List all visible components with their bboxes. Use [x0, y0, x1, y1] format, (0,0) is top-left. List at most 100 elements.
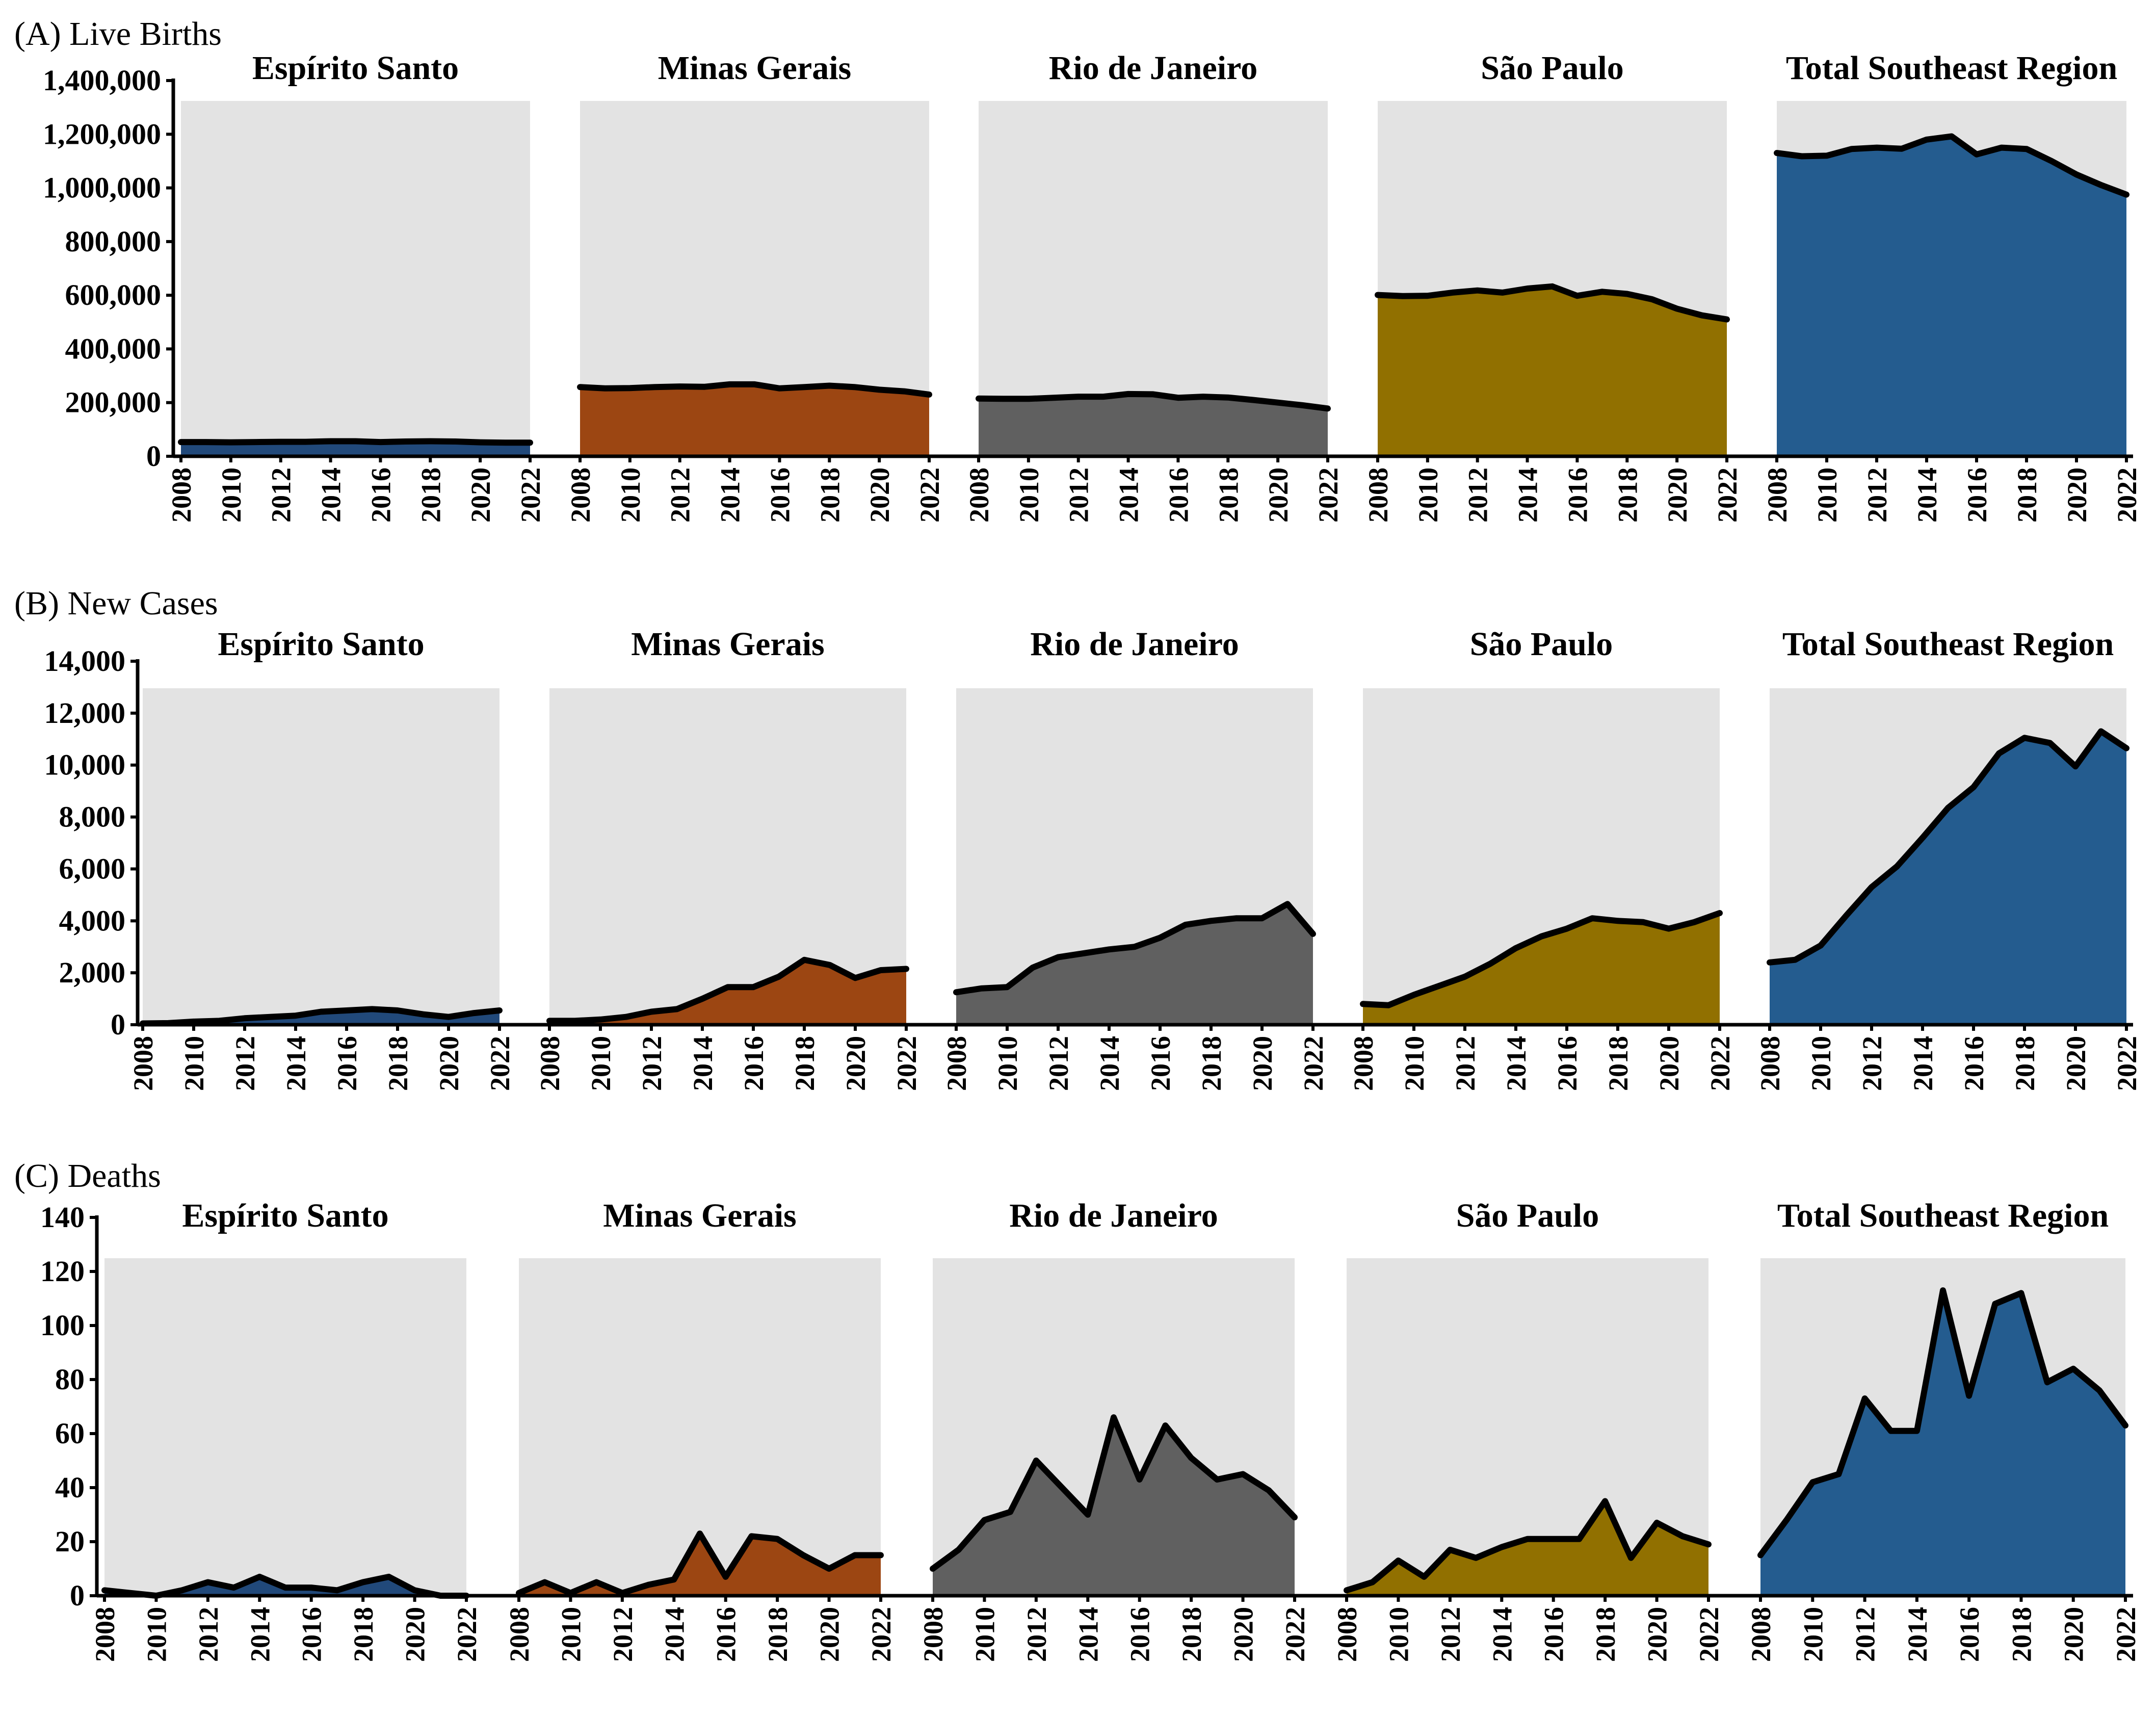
- x-tick-label: 2012: [1021, 1607, 1052, 1662]
- panel-title: Minas Gerais: [658, 49, 851, 87]
- x-tick-label: 2020: [2061, 1036, 2091, 1091]
- x-tick-label: 2020: [2059, 1607, 2089, 1662]
- x-tick-label: 2020: [1642, 1607, 1673, 1662]
- x-tick-label: 2008: [535, 1036, 565, 1091]
- y-tick-label: 0: [146, 439, 161, 473]
- x-tick-label: 2010: [1806, 1036, 1836, 1091]
- x-tick-label: 2012: [1435, 1607, 1466, 1662]
- panel-title: Minas Gerais: [603, 1197, 796, 1234]
- x-tick-label: 2018: [2010, 1036, 2040, 1091]
- x-tick-label: 2014: [316, 467, 347, 523]
- x-tick-label: 2016: [1163, 467, 1194, 523]
- series-line-rio-de-janeiro: [953, 901, 1316, 996]
- plot-background: [104, 1258, 466, 1596]
- x-tick-label: 2012: [1857, 1036, 1887, 1091]
- x-tick-label: 2022: [1298, 1036, 1329, 1091]
- y-tick-label: 20: [55, 1525, 85, 1558]
- x-tick-label: 2020: [864, 467, 895, 523]
- panel-sao-paulo: São Paulo 2008 2010 2012 2014 2016 2018 2020 202…: [1332, 1197, 1724, 1662]
- x-tick-label: 2016: [1959, 1036, 1989, 1091]
- panel-rio-de-janeiro: Rio de Janeiro 2008 2010 2012 2014 2016 2018 20…: [918, 1197, 1310, 1662]
- y-tick-label: 200,000: [65, 386, 162, 419]
- x-tick-label: 2018: [415, 467, 446, 523]
- y-tick-label: 2,000: [59, 956, 126, 989]
- x-tick-label: 2020: [1247, 1036, 1278, 1091]
- series-line-sao-paulo: [1344, 1498, 1712, 1594]
- x-tick-label: 2016: [1125, 1607, 1155, 1662]
- plot-background: [143, 688, 499, 1025]
- y-tick-label: 1,400,000: [43, 64, 161, 97]
- x-tick-label: 2014: [1912, 467, 1942, 523]
- x-tick-label: 2022: [515, 467, 546, 523]
- x-tick-label: 2010: [615, 467, 646, 523]
- x-tick-label: 2016: [1552, 1036, 1583, 1091]
- x-tick-label: 2014: [1902, 1607, 1933, 1662]
- y-tick-label: 800,000: [65, 225, 162, 258]
- series-line-minas-gerais: [577, 381, 932, 398]
- panel-title: Espírito Santo: [218, 626, 424, 663]
- x-tick-label: 2010: [1383, 1607, 1414, 1662]
- x-tick-label: 2016: [711, 1607, 742, 1662]
- x-tick-label: 2018: [2006, 1607, 2037, 1662]
- x-tick-label: 2012: [193, 1607, 224, 1662]
- x-tick-label: 2018: [383, 1036, 413, 1091]
- x-tick-label: 2022: [1313, 467, 1344, 523]
- area-fill-total-southeast-region: [1770, 731, 2126, 1025]
- panel-title: Rio de Janeiro: [1030, 626, 1239, 663]
- y-tick-label: 100: [40, 1309, 85, 1342]
- area-fill-rio-de-janeiro: [979, 394, 1328, 456]
- x-tick-label: 2010: [1413, 467, 1443, 523]
- panel-title: Espírito Santo: [182, 1197, 388, 1234]
- x-tick-label: 2008: [565, 467, 596, 523]
- x-tick-label: 2008: [1363, 467, 1393, 523]
- x-tick-label: 2008: [166, 467, 197, 523]
- x-tick-label: 2014: [688, 1036, 718, 1091]
- x-tick-label: 2010: [1014, 467, 1044, 523]
- y-tick-label: 120: [40, 1255, 85, 1288]
- x-tick-label: 2018: [1590, 1607, 1621, 1662]
- x-tick-label: 2014: [659, 1607, 690, 1662]
- x-tick-label: 2022: [1712, 467, 1743, 523]
- series-line-rio-de-janeiro: [976, 391, 1331, 412]
- x-tick-label: 2022: [1705, 1036, 1736, 1091]
- series-line-total-southeast-region: [1767, 728, 2129, 966]
- plot-background: [549, 688, 906, 1025]
- series-line-sao-paulo: [1375, 283, 1730, 323]
- x-tick-label: 2010: [179, 1036, 209, 1091]
- x-tick-label: 2016: [1954, 1607, 1985, 1662]
- x-tick-label: 2018: [763, 1607, 793, 1662]
- x-tick-label: 2020: [400, 1607, 431, 1662]
- x-tick-label: 2020: [840, 1036, 871, 1091]
- x-tick-label: 2018: [1612, 467, 1643, 523]
- panel-title: Total Southeast Region: [1786, 49, 2117, 87]
- y-tick-label: 12,000: [44, 696, 126, 730]
- panel-espirito-santo: Espírito Santo 2008 2010 2012 2014 2016 2018 20…: [166, 49, 546, 523]
- panel-espirito-santo: Espírito Santo 2008 2010 2012 2014 2016 2018 20…: [90, 1197, 482, 1662]
- y-tick-label: 1,200,000: [43, 117, 161, 150]
- series-line-sao-paulo: [1360, 910, 1723, 1008]
- row-title-new-cases: (B) New Cases: [14, 585, 218, 622]
- x-tick-label: 2020: [814, 1607, 845, 1662]
- area-fill-espirito-santo: [181, 441, 530, 456]
- area-fill-sao-paulo: [1378, 286, 1727, 456]
- x-tick-label: 2012: [637, 1036, 667, 1091]
- x-tick-label: 2020: [1662, 467, 1693, 523]
- x-tick-label: 2022: [2112, 467, 2142, 523]
- y-tick-label: 6,000: [59, 852, 126, 885]
- y-tick-label: 0: [70, 1579, 85, 1612]
- x-tick-label: 2010: [556, 1607, 586, 1662]
- panel-espirito-santo: Espírito Santo 2008 2010 2012 2014 2016 2018 20…: [128, 626, 515, 1091]
- x-tick-label: 2014: [1501, 1036, 1532, 1091]
- x-tick-label: 2018: [1196, 1036, 1227, 1091]
- x-tick-label: 2008: [90, 1607, 120, 1662]
- area-fill-sao-paulo: [1363, 913, 1720, 1025]
- x-tick-label: 2016: [1145, 1036, 1176, 1091]
- panel-minas-gerais: Minas Gerais 2008 2010 2012 2014 2016 2018 2020…: [535, 626, 922, 1091]
- x-tick-label: 2012: [608, 1607, 638, 1662]
- x-tick-label: 2012: [1043, 1036, 1074, 1091]
- x-tick-label: 2022: [866, 1607, 897, 1662]
- row-title-live-births: (A) Live Births: [14, 15, 222, 53]
- x-tick-label: 2010: [1812, 467, 1843, 523]
